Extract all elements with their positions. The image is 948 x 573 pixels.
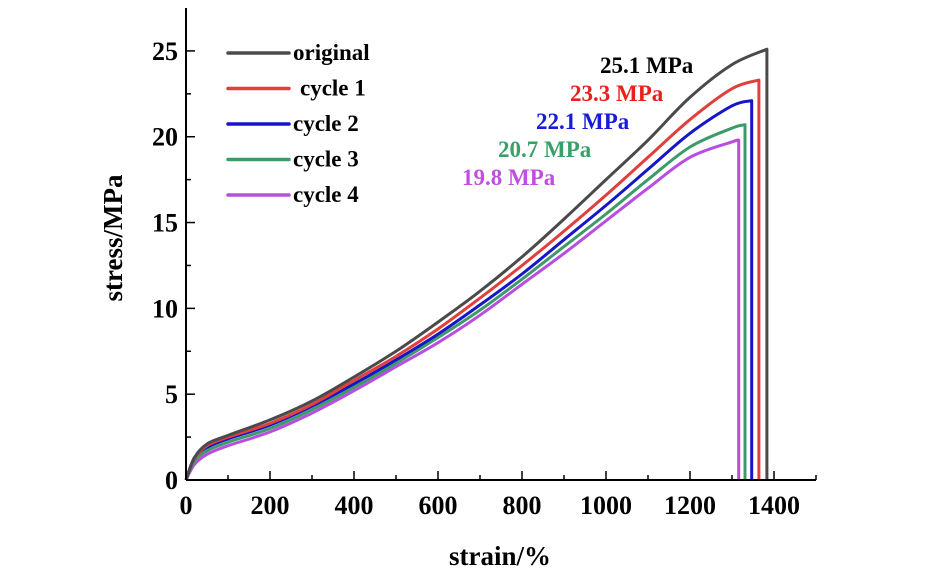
series-line-cycle-3	[184, 123, 747, 481]
legend-label: cycle 1	[300, 76, 366, 101]
x-tick-label: 400	[335, 491, 374, 520]
x-tick-label: 1400	[748, 491, 800, 520]
legend-label: cycle 3	[293, 147, 359, 172]
x-tick-label: 800	[503, 491, 542, 520]
peak-annotation: 23.3 MPa	[570, 81, 664, 106]
x-tick-label: 1000	[580, 491, 632, 520]
legend: original cycle 1 cycle 2 cycle 3 cycle 4	[226, 40, 370, 207]
legend-label: cycle 2	[293, 111, 359, 136]
y-tick-label: 25	[152, 37, 178, 66]
series-line-cycle-2	[184, 99, 754, 481]
x-axis-title: strain/%	[449, 541, 551, 571]
x-tick-label: 1200	[664, 491, 716, 520]
peak-annotation: 20.7 MPa	[498, 137, 592, 162]
y-axis-title: stress/MPa	[98, 174, 128, 301]
series-line-cycle-4	[184, 138, 741, 481]
y-tick-label: 10	[152, 294, 178, 323]
series-line-original	[184, 47, 769, 481]
peak-annotations: 25.1 MPa 23.3 MPa 22.1 MPa 20.7 MPa 19.8 MPa	[462, 53, 694, 190]
y-tick-label: 0	[165, 466, 178, 495]
legend-label: cycle 4	[293, 182, 359, 207]
series-layer	[184, 47, 769, 481]
peak-annotation: 22.1 MPa	[536, 109, 630, 134]
legend-label: original	[293, 40, 370, 65]
axes: 0 200 400 600 800 1000 1200 1400 0 5 10 15 20 25	[152, 8, 817, 520]
series-line-cycle-1	[184, 78, 761, 481]
x-tick-label: 0	[180, 491, 193, 520]
y-tick-label: 15	[152, 209, 178, 238]
y-tick-label: 5	[165, 380, 178, 409]
x-tick-label: 200	[251, 491, 290, 520]
x-tick-label: 600	[419, 491, 458, 520]
x-ticks: 0 200 400 600 800 1000 1200 1400	[180, 471, 817, 520]
y-tick-label: 20	[152, 123, 178, 152]
peak-annotation: 19.8 MPa	[462, 165, 556, 190]
peak-annotation: 25.1 MPa	[600, 53, 694, 78]
y-ticks: 0 5 10 15 20 25	[152, 37, 195, 495]
